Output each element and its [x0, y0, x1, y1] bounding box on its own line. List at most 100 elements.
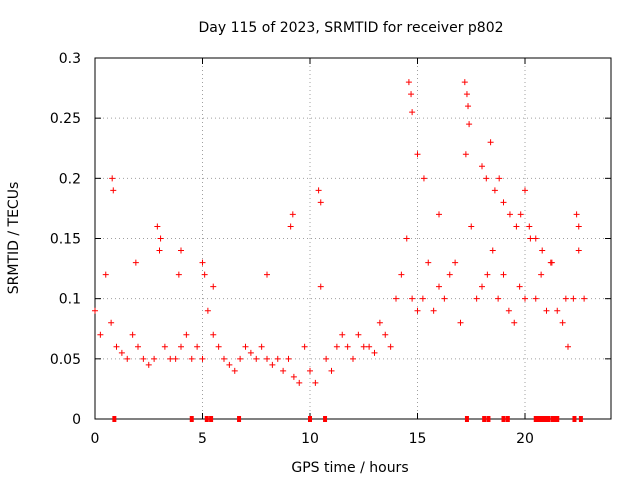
- data-point: [522, 187, 528, 194]
- y-tick-label: 0.2: [59, 171, 81, 187]
- data-point: [505, 416, 510, 422]
- data-point: [405, 79, 412, 86]
- data-point: [436, 211, 442, 218]
- data-point: [145, 361, 152, 368]
- data-point: [403, 235, 410, 242]
- data-point: [578, 416, 583, 422]
- data-point: [118, 349, 125, 356]
- y-tick-label: 0.1: [59, 292, 81, 308]
- data-point: [452, 259, 459, 266]
- data-point: [506, 211, 513, 218]
- data-point: [479, 283, 485, 290]
- data-point: [312, 379, 319, 386]
- data-point: [285, 355, 292, 362]
- data-point: [269, 361, 276, 368]
- data-point: [538, 271, 545, 278]
- data-point: [513, 223, 520, 230]
- data-point: [210, 283, 217, 290]
- axis-ticks: 0 0.05 0.1 0.15 0.2 0.25 0.3 0 5 10 15 20: [50, 51, 611, 447]
- data-point: [462, 151, 469, 158]
- data-point: [102, 271, 109, 278]
- data-point: [482, 416, 487, 422]
- data-point: [264, 271, 270, 278]
- data-point: [554, 307, 561, 314]
- data-point: [333, 343, 340, 350]
- data-point: [466, 121, 473, 128]
- series-srmtid: [92, 151, 588, 386]
- data-point: [446, 271, 453, 278]
- data-point: [487, 139, 494, 146]
- data-point: [543, 307, 550, 314]
- data-point: [188, 355, 195, 362]
- data-point: [350, 355, 356, 362]
- data-point: [151, 355, 158, 362]
- data-point: [565, 343, 571, 350]
- data-point: [328, 367, 335, 374]
- x-tick-label: 10: [301, 431, 319, 447]
- x-tick-label: 0: [91, 431, 100, 447]
- data-point: [464, 416, 469, 422]
- data-point: [112, 416, 117, 422]
- data-point: [559, 319, 566, 326]
- data-point: [532, 235, 539, 242]
- data-point: [237, 355, 244, 362]
- data-point: [274, 355, 281, 362]
- data-point: [527, 235, 534, 242]
- data-point: [140, 355, 147, 362]
- data-point: [491, 187, 498, 194]
- data-point: [572, 416, 577, 422]
- data-point: [124, 355, 131, 362]
- data-point: [425, 259, 432, 266]
- data-point: [501, 416, 506, 422]
- data-point: [204, 307, 211, 314]
- x-axis-label: GPS time / hours: [291, 460, 408, 476]
- data-point: [215, 343, 222, 350]
- data-point: [92, 307, 98, 314]
- data-point: [113, 343, 120, 350]
- data-point: [555, 416, 560, 422]
- data-point: [414, 151, 421, 158]
- data-point: [547, 259, 554, 266]
- data-point: [486, 416, 491, 422]
- data-point: [109, 175, 116, 182]
- y-tick-label: 0: [72, 412, 81, 428]
- data-point: [317, 283, 324, 290]
- data-point: [237, 416, 242, 422]
- data-point: [553, 416, 558, 422]
- data-point: [479, 163, 485, 170]
- data-point: [280, 367, 287, 374]
- data-point: [516, 283, 523, 290]
- y-tick-label: 0.25: [50, 111, 81, 127]
- data-point: [581, 295, 588, 302]
- data-point: [393, 295, 399, 302]
- data-point: [495, 295, 502, 302]
- data-points: [92, 79, 588, 422]
- data-point: [376, 319, 383, 326]
- series-spikes: [109, 79, 582, 302]
- data-point: [409, 109, 416, 116]
- data-point: [301, 343, 308, 350]
- data-point: [258, 343, 265, 350]
- data-point: [157, 235, 164, 242]
- data-point: [511, 319, 518, 326]
- data-point: [387, 343, 394, 350]
- data-point: [242, 343, 249, 350]
- data-point: [210, 331, 217, 338]
- x-tick-label: 15: [409, 431, 427, 447]
- y-axis-label: SRMTID / TECUs: [6, 182, 22, 295]
- data-point: [189, 416, 194, 422]
- data-point: [570, 295, 577, 302]
- data-point: [129, 331, 136, 338]
- y-tick-label: 0.3: [59, 51, 81, 67]
- data-point: [161, 343, 168, 350]
- data-point: [573, 211, 580, 218]
- data-point: [183, 331, 190, 338]
- data-point: [484, 271, 491, 278]
- y-tick-label: 0.15: [50, 232, 81, 248]
- data-point: [575, 223, 582, 230]
- data-point: [532, 295, 539, 302]
- data-point: [307, 367, 313, 374]
- data-point: [344, 343, 351, 350]
- data-point: [317, 199, 324, 206]
